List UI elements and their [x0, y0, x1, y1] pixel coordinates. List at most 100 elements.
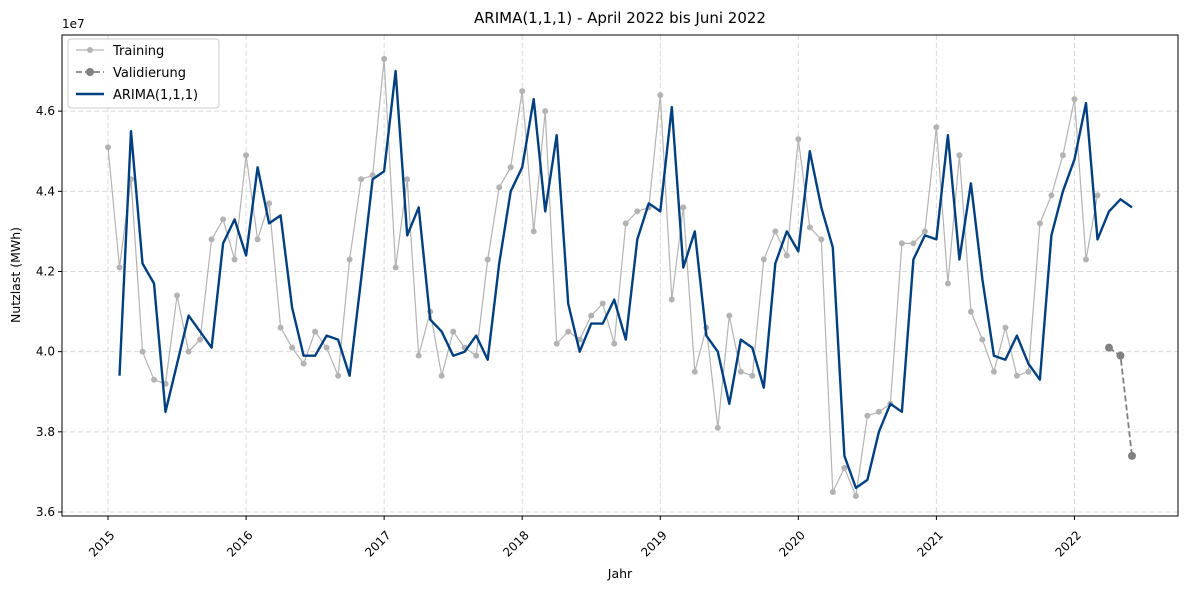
data-point — [289, 344, 296, 351]
data-point — [484, 256, 491, 263]
series-2 — [118, 69, 1133, 490]
legend: Training Validierung ARIMA(1,1,1) — [67, 38, 220, 109]
data-point — [197, 336, 204, 343]
x-tick-label: 2022 — [1052, 528, 1083, 559]
data-point — [507, 164, 514, 171]
data-point — [496, 184, 503, 191]
y-tick-label: 3.8 — [36, 425, 55, 439]
data-point — [1013, 372, 1020, 379]
data-point — [852, 492, 859, 499]
x-tick-label: 2016 — [224, 528, 255, 559]
data-point — [806, 224, 813, 231]
legend-label: ARIMA(1,1,1) — [113, 88, 198, 103]
y-tick-label: 4.4 — [36, 184, 55, 198]
series-line — [107, 58, 1099, 497]
data-point — [346, 256, 353, 263]
data-point — [392, 264, 399, 271]
data-point — [553, 340, 560, 347]
data-point — [760, 256, 767, 263]
x-tick-label: 2021 — [914, 528, 945, 559]
legend-swatch-marker — [86, 68, 94, 76]
data-point — [151, 376, 158, 383]
series-layer — [105, 56, 1136, 499]
plot-frame — [61, 34, 1179, 517]
data-point — [668, 296, 675, 303]
data-point — [714, 424, 721, 431]
data-point — [208, 236, 215, 243]
x-axis-title: Jahr — [607, 566, 633, 581]
data-point — [933, 124, 940, 131]
data-point — [1104, 343, 1113, 352]
x-tick-label: 2019 — [638, 528, 669, 559]
data-point — [277, 324, 284, 331]
x-tick-label: 2017 — [362, 528, 393, 559]
chart-title: ARIMA(1,1,1) - April 2022 bis Juni 2022 — [474, 9, 766, 27]
data-point — [473, 352, 480, 359]
series-0 — [105, 56, 1101, 499]
data-point — [1025, 368, 1032, 375]
data-point — [910, 240, 917, 247]
data-point — [438, 372, 445, 379]
data-point — [898, 240, 905, 247]
data-point — [864, 412, 871, 419]
x-tick-label: 2020 — [776, 528, 807, 559]
data-point — [990, 368, 997, 375]
series-1 — [1104, 343, 1136, 460]
data-point — [1116, 351, 1125, 360]
data-point — [185, 348, 192, 355]
data-point — [1127, 451, 1136, 460]
data-point — [1071, 96, 1078, 103]
data-point — [829, 488, 836, 495]
x-axis: 2015 2016 2017 2018 2019 2020 2021 2022 — [86, 516, 1084, 560]
data-point — [818, 236, 825, 243]
y-tick-label: 3.6 — [36, 505, 55, 519]
data-point — [519, 88, 526, 95]
data-point — [599, 300, 606, 307]
data-point — [266, 200, 273, 207]
data-point — [795, 136, 802, 143]
data-point — [231, 256, 238, 263]
data-point — [243, 152, 250, 159]
data-point — [875, 408, 882, 415]
y-offset-label: 1e7 — [62, 17, 85, 31]
data-point — [1094, 192, 1101, 199]
legend-label: Training — [112, 44, 164, 59]
x-tick-label: 2018 — [500, 528, 531, 559]
data-point — [323, 344, 330, 351]
data-point — [737, 368, 744, 375]
data-point — [174, 292, 181, 299]
data-point — [105, 144, 112, 151]
data-point — [1059, 152, 1066, 159]
data-point — [956, 152, 963, 159]
data-point — [783, 252, 790, 259]
data-point — [381, 56, 388, 63]
data-point — [415, 352, 422, 359]
data-point — [565, 328, 572, 335]
y-axis-title: Nutzlast (MWh) — [8, 227, 23, 323]
data-point — [404, 176, 411, 183]
y-tick-label: 4.6 — [36, 104, 55, 118]
data-point — [335, 372, 342, 379]
data-point — [254, 236, 261, 243]
data-point — [726, 312, 733, 319]
data-point — [116, 264, 123, 271]
data-point — [220, 216, 227, 223]
data-point — [139, 348, 146, 355]
data-point — [1048, 192, 1055, 199]
data-point — [450, 328, 457, 335]
data-point — [691, 368, 698, 375]
data-point — [634, 208, 641, 215]
data-point — [979, 336, 986, 343]
data-point — [841, 464, 848, 471]
data-point — [1036, 220, 1043, 227]
y-tick-label: 4.2 — [36, 264, 55, 278]
legend-box — [67, 38, 220, 109]
grid-lines — [62, 35, 1178, 516]
data-point — [588, 312, 595, 319]
data-point — [358, 176, 365, 183]
data-point — [772, 228, 779, 235]
data-point — [1082, 256, 1089, 263]
data-point — [680, 204, 687, 211]
data-point — [611, 340, 618, 347]
